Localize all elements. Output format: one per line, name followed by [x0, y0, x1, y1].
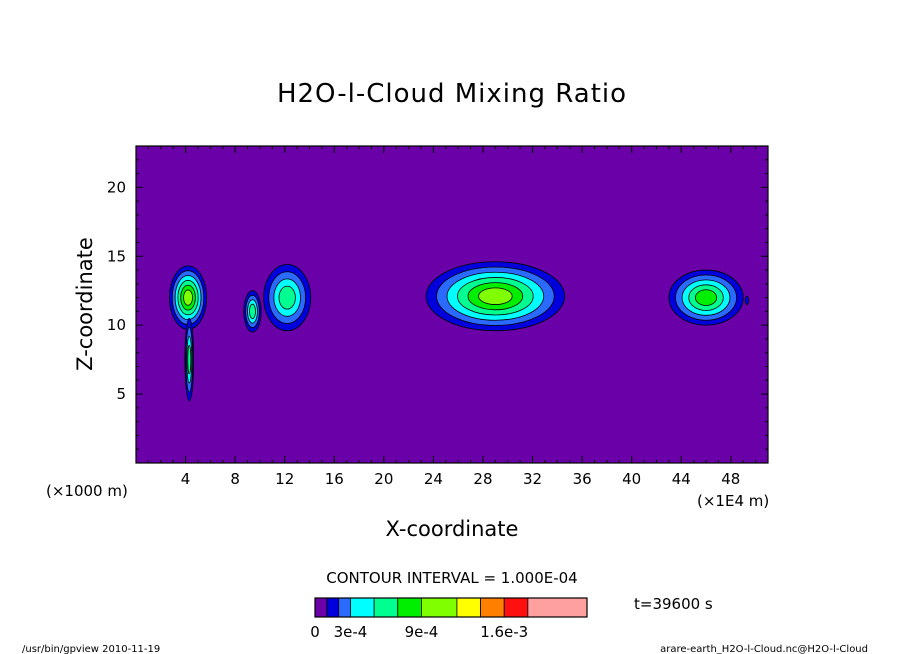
colorbar	[314, 597, 588, 618]
colorbar-swatch	[314, 597, 328, 618]
cloud-3-level-4	[278, 285, 296, 310]
plot-frame	[135, 145, 769, 464]
colorbar-swatch	[326, 597, 340, 618]
x-tick-label: 12	[275, 470, 294, 488]
colorbar-swatch	[350, 597, 375, 618]
x-tick-label: 24	[424, 470, 443, 488]
x-tick-label: 36	[573, 470, 592, 488]
colorbar-swatch	[397, 597, 422, 618]
x-tick-label: 44	[672, 470, 691, 488]
cloud-3	[263, 264, 312, 332]
colorbar-swatch	[421, 597, 458, 618]
x-tick-label: 40	[622, 470, 641, 488]
footer-left: /usr/bin/gpview 2010-11-19	[22, 644, 160, 654]
cloud-6	[744, 295, 750, 305]
colorbar-label: 3e-4	[334, 623, 368, 641]
colorbar-swatch	[373, 597, 399, 618]
cloud-2	[243, 290, 262, 333]
cloud-1-level-4	[187, 344, 192, 375]
colorbar-frame	[314, 597, 588, 618]
colorbar-label: 0	[310, 623, 320, 641]
x-tick-label: 28	[473, 470, 492, 488]
contour-interval-text: CONTOUR INTERVAL = 1.000E-04	[326, 569, 577, 587]
cloud-4-level-6	[478, 287, 513, 305]
cloud-6-level-1	[744, 295, 750, 305]
cloud-0	[169, 265, 208, 330]
cloud-5-level-5	[695, 289, 718, 306]
colorbar-labels: 0 3e-4 9e-4 1.6e-3	[310, 623, 528, 641]
x-tick-label: 8	[230, 470, 240, 488]
y-tick-label: 15	[107, 247, 126, 265]
x-unit-left: (×1000 m)	[46, 482, 128, 500]
x-tick-label: 16	[325, 470, 344, 488]
x-axis-ticks: 4 8 12 16 20 24 28 32 36 40 44 48	[147, 146, 757, 488]
y-tick-label: 10	[107, 316, 126, 334]
y-tick-label: 5	[116, 385, 126, 403]
time-label: t=39600 s	[634, 595, 713, 613]
x-tick-label: 20	[374, 470, 393, 488]
cloud-2-level-4	[249, 303, 256, 319]
y-axis-label: Z-coordinate	[73, 237, 97, 371]
colorbar-swatch	[503, 597, 529, 618]
colorbar-swatch	[338, 597, 351, 618]
x-tick-label: 32	[523, 470, 542, 488]
cloud-contours	[169, 261, 750, 402]
y-axis-ticks: 5 10 15 20	[107, 159, 768, 450]
colorbar-label: 1.6e-3	[480, 623, 528, 641]
cloud-0-level-6	[183, 289, 193, 306]
x-unit-right: (×1E4 m)	[697, 492, 769, 510]
x-tick-label: 48	[721, 470, 740, 488]
cloud-5	[668, 269, 744, 326]
colorbar-swatch	[527, 597, 588, 618]
cloud-1	[184, 317, 195, 402]
colorbar-label: 9e-4	[405, 623, 439, 641]
y-tick-label: 20	[107, 178, 126, 196]
x-axis-label: X-coordinate	[386, 517, 519, 541]
colorbar-swatch	[480, 597, 505, 618]
colorbar-swatch	[456, 597, 481, 618]
chart-title: H2O-l-Cloud Mixing Ratio	[277, 79, 627, 109]
footer-right: arare-earth_H2O-l-Cloud.nc@H2O-l-Cloud	[660, 644, 868, 654]
cloud-4	[425, 261, 566, 332]
x-tick-label: 4	[181, 470, 191, 488]
